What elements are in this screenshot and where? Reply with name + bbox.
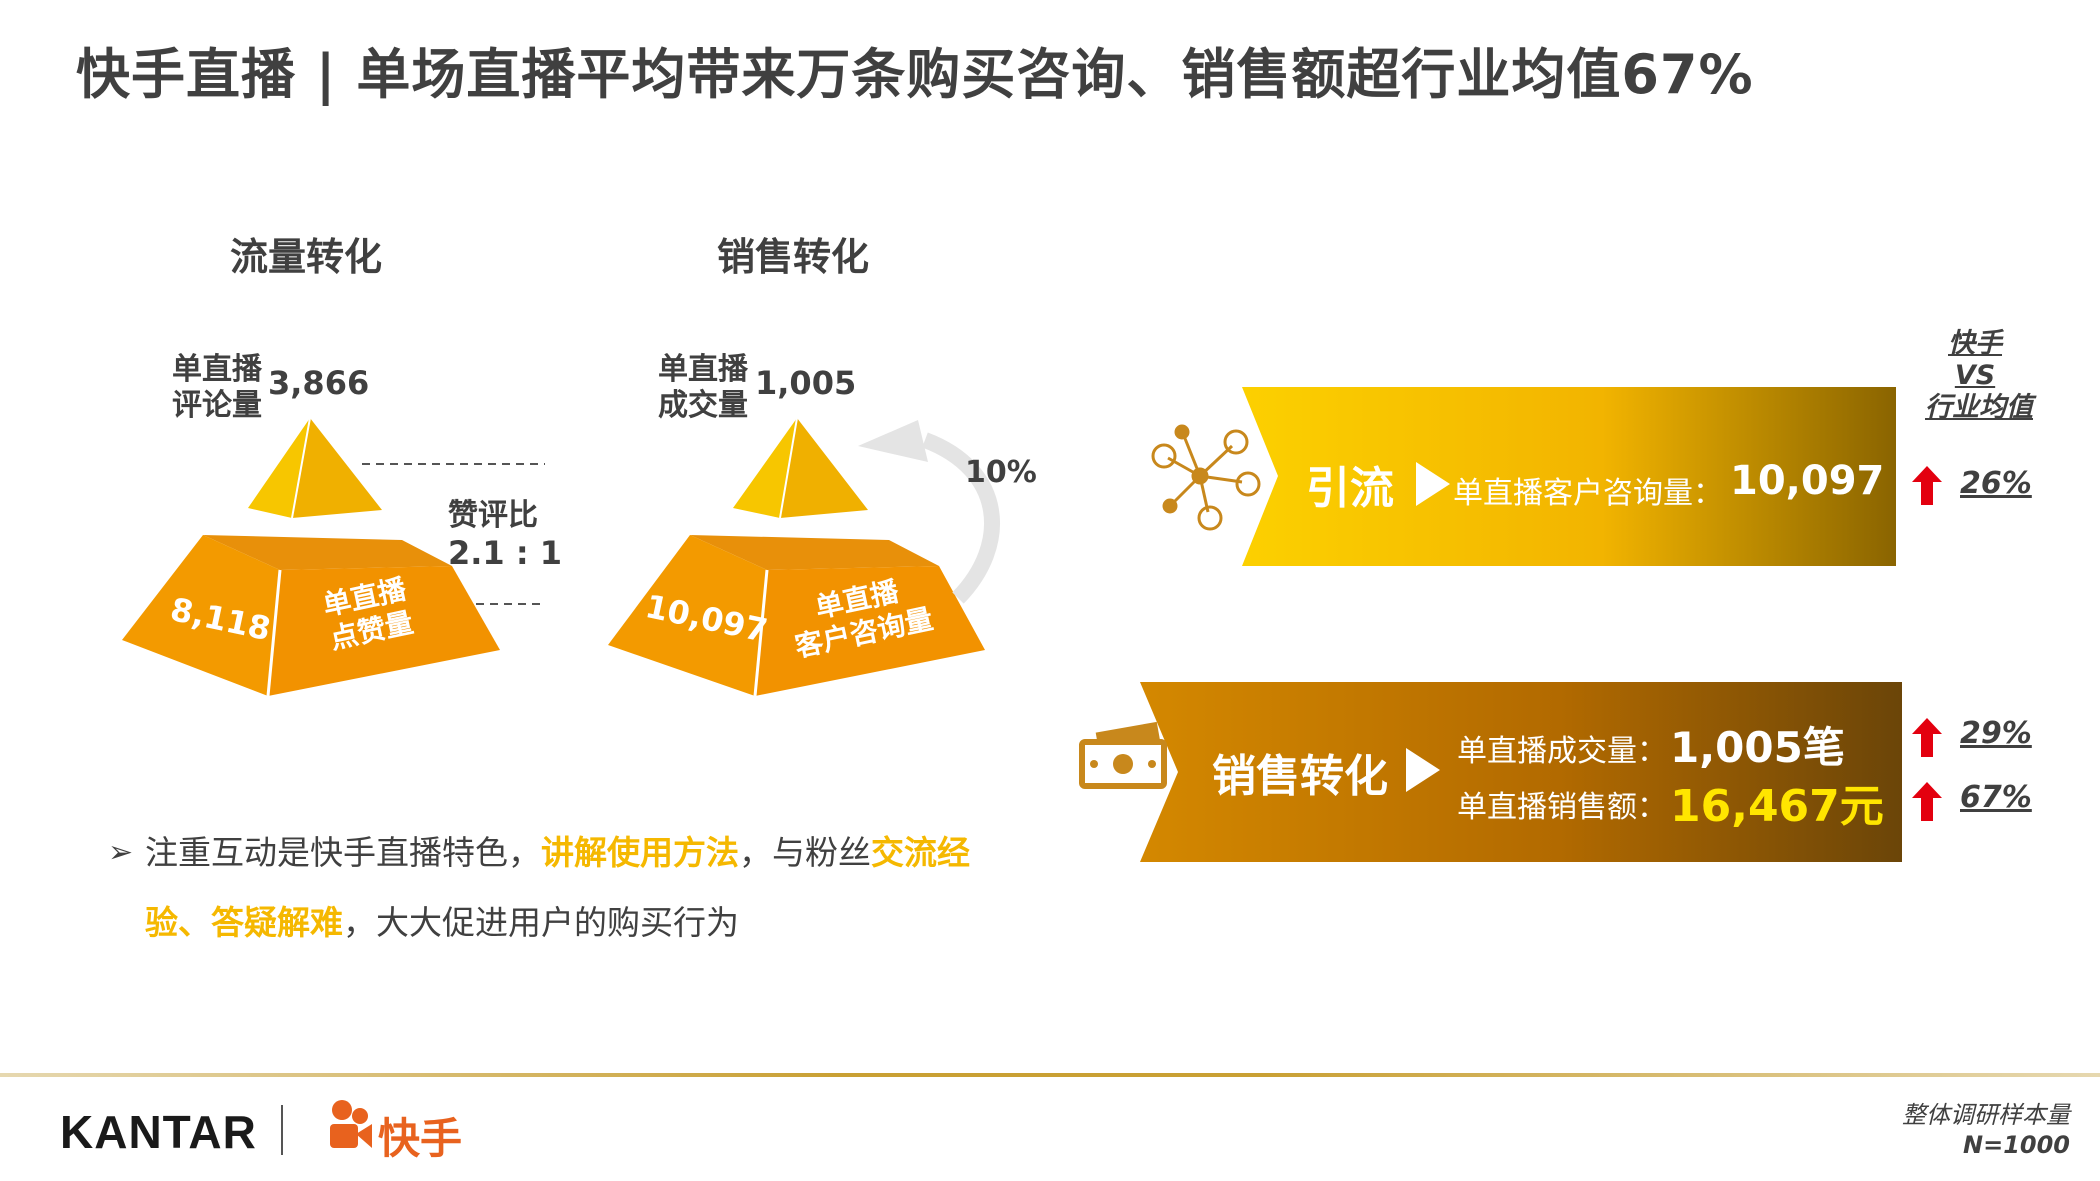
banner-sales-title: 销售转化: [1212, 751, 1388, 802]
logo-separator: [281, 1105, 283, 1155]
banner-traffic-title: 引流: [1306, 463, 1394, 514]
compare-header: 快手 VS 行业均值: [1925, 328, 2033, 424]
kuaishou-logo-icon: [330, 1100, 372, 1148]
sales-pyramid-base-right: [755, 566, 985, 696]
sales-pyramid-top-left: [733, 418, 797, 518]
sales-pyramid: [608, 417, 985, 697]
sales-top-label: 单直播 成交量: [658, 352, 748, 424]
arrow-up-icon-1: [1912, 466, 1942, 505]
compare-header-line1: 快手: [1948, 328, 2002, 359]
play-icon: [1416, 462, 1450, 506]
sample-size-value: N=1000: [1963, 1131, 2070, 1159]
change-consult: 26%: [1960, 466, 2032, 501]
compare-header-line2: VS: [1954, 360, 1996, 391]
sample-size: 整体调研样本量 N=1000: [1902, 1100, 2070, 1160]
network-icon: [1151, 424, 1261, 531]
sales-pyramid-base-left: [608, 535, 767, 696]
conversion-rate: 10%: [965, 455, 1037, 490]
traffic-top-label: 单直播 评论量: [172, 352, 262, 424]
bullet-highlight-1: 讲解使用方法: [541, 833, 739, 872]
traffic-pyramid-base-right: [268, 566, 500, 696]
banner-sales-row1-label: 单直播成交量：: [1457, 734, 1667, 769]
arrow-up-icon-2: [1912, 718, 1942, 757]
bullet-marker: ➢: [108, 835, 134, 870]
banner-sales-row2-label: 单直播销售额：: [1457, 790, 1667, 825]
traffic-top-value: 3,866: [268, 364, 370, 402]
ratio-value: 2.1 : 1: [448, 534, 563, 572]
page-title: 快手直播 | 单场直播平均带来万条购买咨询、销售额超行业均值67%: [76, 43, 1754, 106]
traffic-pyramid-base-top: [203, 535, 452, 570]
bullet-text-1: 注重互动是快手直播特色，: [145, 833, 541, 872]
banner-sales-row2-value: 16,467元: [1670, 781, 1884, 832]
sales-pyramid-top-right: [780, 418, 868, 518]
bullet-text: 注重互动是快手直播特色，讲解使用方法，与粉丝交流经验、答疑解难，大大促进用户的购…: [145, 818, 1025, 958]
change-deals: 29%: [1960, 716, 2032, 751]
banner-traffic: [1242, 387, 1896, 566]
bullet-text-2: ，与粉丝: [739, 833, 871, 872]
arrow-up-icon-3: [1912, 782, 1942, 821]
sales-pyramid-base-top: [690, 535, 939, 570]
traffic-top-label-line2: 评论量: [172, 388, 262, 423]
footer-divider: [0, 1073, 2100, 1077]
banner-sales-row1-value: 1,005笔: [1670, 723, 1845, 772]
sample-size-label: 整体调研样本量: [1902, 1101, 2070, 1129]
conversion-arrow: [922, 432, 1001, 604]
sales-top-label-line2: 成交量: [658, 388, 748, 423]
bullet-text-3: ，大大促进用户的购买行为: [343, 903, 739, 942]
bullet-highlight-2: 交流经验、答疑解难: [145, 833, 970, 942]
banner-traffic-metric-label: 单直播客户咨询量：: [1453, 476, 1723, 511]
money-icon: [1079, 721, 1167, 789]
traffic-pyramid: [122, 417, 500, 697]
sales-top-label-line1: 单直播: [658, 352, 748, 387]
banner-sales: [1140, 682, 1902, 862]
kantar-logo: KANTAR: [60, 1106, 257, 1158]
sales-top-value: 1,005: [755, 364, 857, 402]
traffic-pyramid-top-right: [292, 418, 382, 518]
play-icon-2: [1406, 748, 1440, 792]
banner-traffic-metric-value: 10,097: [1730, 458, 1885, 504]
traffic-pyramid-top-left: [248, 418, 310, 518]
ratio-label: 赞评比: [448, 498, 538, 533]
traffic-top-label-line1: 单直播: [172, 352, 262, 387]
traffic-heading: 流量转化: [230, 235, 383, 279]
change-sales: 67%: [1960, 780, 2032, 815]
sales-heading: 销售转化: [717, 235, 870, 279]
compare-header-line3: 行业均值: [1925, 392, 2033, 423]
kuaishou-logo-text: 快手: [378, 1114, 463, 1163]
traffic-pyramid-base-left: [122, 535, 280, 696]
